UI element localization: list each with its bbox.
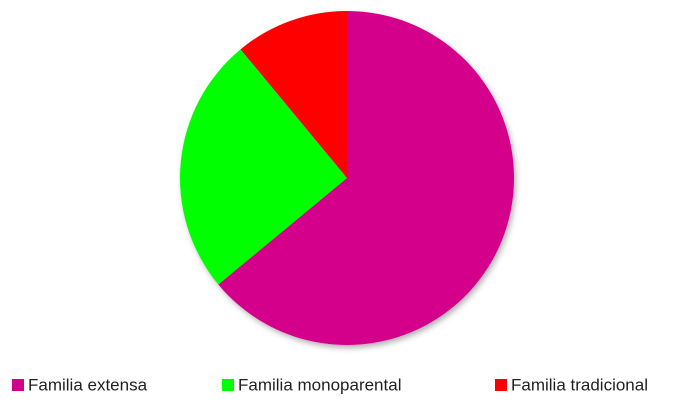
legend-label: Familia tradicional — [511, 375, 648, 394]
legend-label: Familia extensa — [28, 375, 148, 394]
pie-slice — [180, 49, 347, 285]
legend-swatch — [12, 379, 24, 391]
legend-swatch — [222, 379, 234, 391]
pie — [180, 11, 515, 346]
legend-label: Familia monoparental — [238, 375, 401, 394]
legend-swatch — [495, 379, 507, 391]
pie-slice — [218, 11, 515, 346]
pie-slice — [240, 11, 347, 178]
